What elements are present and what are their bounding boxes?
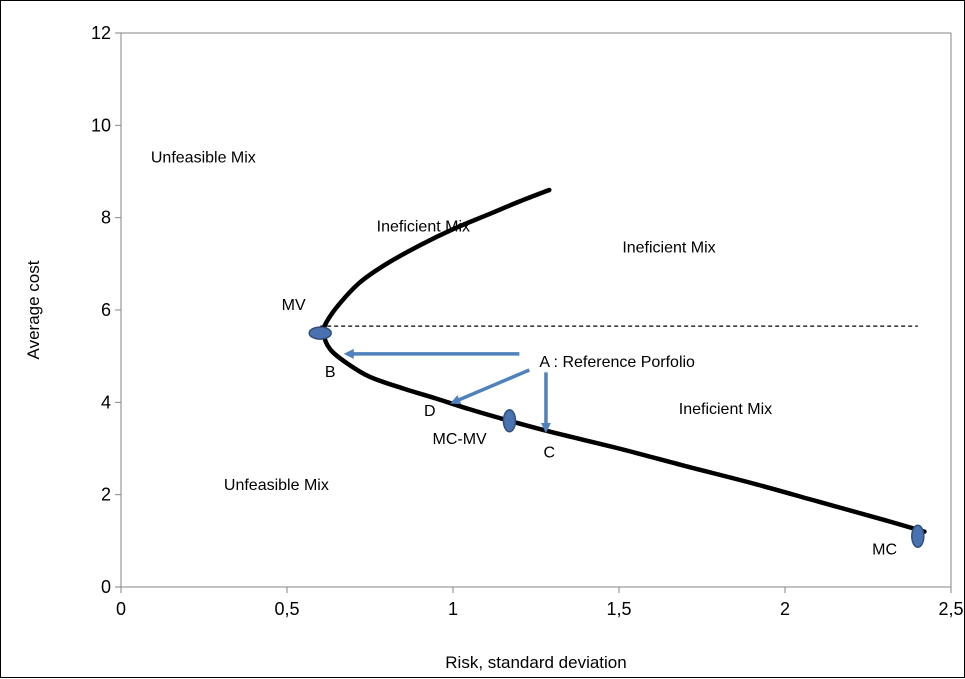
x-axis-title: Risk, standard deviation bbox=[445, 653, 626, 672]
x-tick-label: 2 bbox=[780, 599, 790, 619]
efficient-frontier-curve bbox=[321, 187, 927, 534]
arrows-group bbox=[343, 348, 551, 434]
marker-label: MV bbox=[282, 297, 306, 314]
y-tick-label: 2 bbox=[101, 485, 111, 505]
markers-group bbox=[308, 326, 925, 548]
x-tick-label: 1,5 bbox=[606, 599, 631, 619]
region-label: Ineficient Mix bbox=[622, 239, 715, 256]
region-label: Unfeasible Mix bbox=[224, 477, 329, 494]
marker-label: MC bbox=[872, 542, 897, 559]
y-axis-ticks: 0 2 4 6 8 10 12 bbox=[91, 23, 121, 597]
x-tick-label: 1 bbox=[448, 599, 458, 619]
marker-mc-mv bbox=[502, 409, 517, 433]
region-label: Ineficient Mix bbox=[679, 401, 772, 418]
point-label: C bbox=[543, 445, 555, 462]
y-tick-label: 12 bbox=[91, 23, 111, 43]
y-tick-label: 0 bbox=[101, 577, 111, 597]
marker-label: MC-MV bbox=[433, 431, 488, 448]
marker-mc bbox=[911, 524, 925, 548]
region-label: Unfeasible Mix bbox=[151, 149, 256, 166]
point-label: D bbox=[424, 403, 436, 420]
y-tick-label: 6 bbox=[101, 300, 111, 320]
region-label: Ineficient Mix bbox=[377, 219, 470, 236]
x-tick-label: 2,5 bbox=[938, 599, 963, 619]
series-group bbox=[321, 187, 927, 534]
y-tick-label: 10 bbox=[91, 115, 111, 135]
arrow bbox=[450, 368, 531, 405]
reference-portfolio-label: A : Reference Porfolio bbox=[539, 354, 695, 371]
x-tick-label: 0,5 bbox=[274, 599, 299, 619]
marker-mv bbox=[308, 326, 332, 340]
x-tick-label: 0 bbox=[116, 599, 126, 619]
point-label: B bbox=[325, 364, 336, 381]
y-tick-label: 8 bbox=[101, 208, 111, 228]
y-axis-title: Average cost bbox=[24, 260, 43, 359]
labels-group: MV MC-MV MC B D C A : Reference Porfolio Unfeas… bbox=[151, 149, 897, 558]
x-axis-ticks: 0 0,5 1 1,5 2 2,5 bbox=[116, 587, 964, 619]
y-tick-label: 4 bbox=[101, 392, 111, 412]
